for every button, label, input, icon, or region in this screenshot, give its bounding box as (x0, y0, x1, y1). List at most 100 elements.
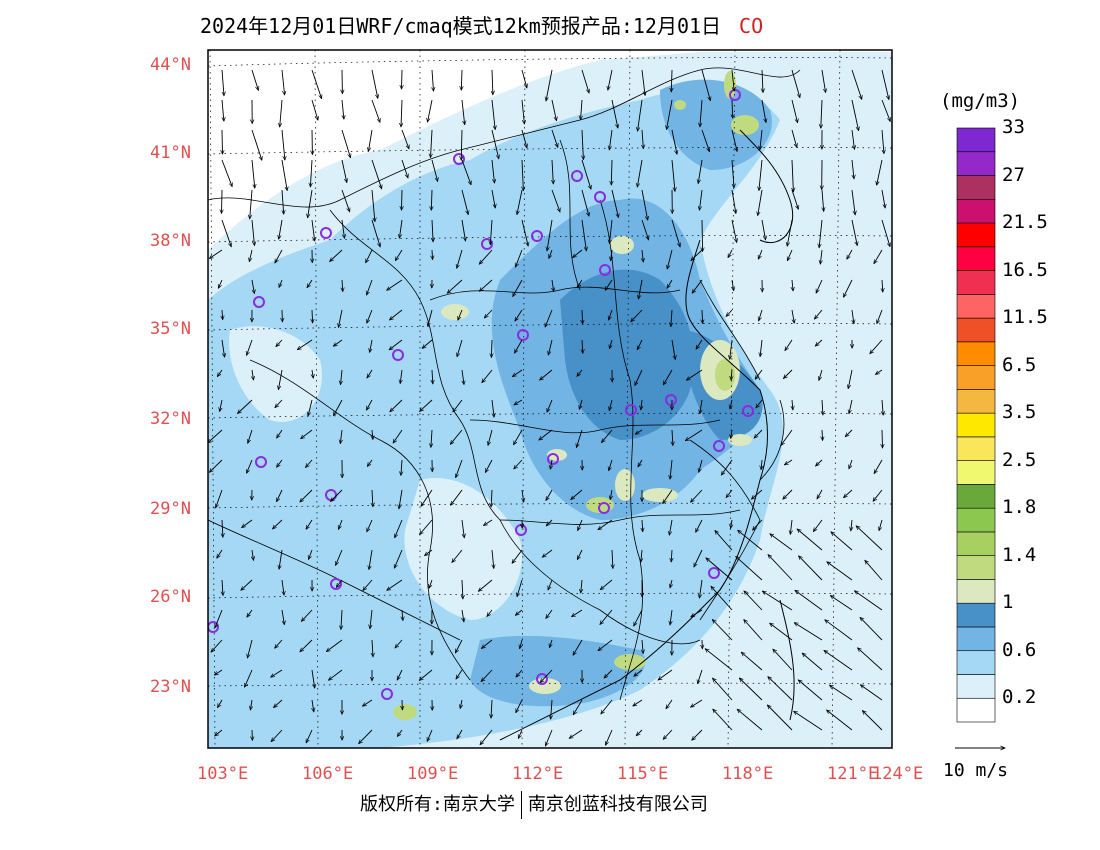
wind-arrow (768, 677, 793, 701)
longitude-label: 124°E (872, 764, 924, 784)
colorbar-swatch (956, 294, 996, 319)
wind-arrow (759, 309, 763, 321)
wind-arrow (431, 429, 432, 447)
wind-arrow (744, 620, 763, 641)
wind-arrow (605, 279, 613, 290)
wind-arrow (220, 399, 222, 412)
wind-arrow (600, 579, 613, 590)
wind-arrow (209, 459, 223, 472)
wind-arrow (478, 579, 493, 591)
colorbar-swatch (956, 579, 996, 604)
wind-arrow (642, 129, 643, 149)
wind-arrow (301, 609, 313, 621)
colorbar-swatch (956, 389, 996, 414)
colorbar-swatch (956, 507, 996, 533)
wind-arrow (547, 219, 553, 251)
wind-arrow (367, 369, 373, 378)
wind-arrow (737, 709, 763, 731)
wind-arrow (461, 519, 464, 538)
colorbar-swatch (956, 555, 996, 580)
wind-arrow (802, 653, 823, 671)
longitude-label: 109°E (407, 764, 459, 784)
wind-arrow (767, 705, 793, 731)
map-frame (207, 49, 893, 749)
wind-arrow (730, 339, 733, 359)
wind-arrow (250, 699, 252, 710)
wind-arrow (401, 159, 408, 178)
wind-arrow (479, 279, 493, 291)
wind-arrow (551, 699, 552, 719)
wind-arrow (221, 69, 224, 96)
wind-arrow (308, 549, 313, 560)
wind-arrow (275, 639, 283, 648)
wind-arrow (457, 249, 463, 268)
wind-arrow (741, 652, 763, 671)
wind-arrow (700, 399, 702, 414)
wind-arrow (663, 369, 673, 385)
wind-arrow (336, 549, 343, 565)
wind-arrow (791, 129, 797, 147)
wind-arrow (341, 609, 342, 630)
wind-arrow (552, 159, 553, 184)
wind-arrow (338, 309, 343, 327)
wind-arrow (271, 729, 283, 742)
wind-arrow (540, 669, 553, 683)
wind-arrow (820, 249, 822, 264)
wind-arrow (312, 699, 314, 712)
wind-arrow (342, 99, 344, 119)
wind-arrow (389, 309, 403, 320)
wind-arrow (281, 159, 287, 191)
wind-arrow (552, 279, 554, 292)
longitude-label: 115°E (617, 764, 669, 784)
colorbar-label: 6.5 (1002, 353, 1037, 376)
wind-arrow (279, 549, 283, 569)
wind-arrow (490, 219, 492, 245)
wind-arrow (215, 729, 223, 736)
wind-arrow (491, 129, 499, 159)
latitude-label: 38°N (150, 231, 191, 251)
wind-arrow (514, 459, 523, 469)
wind-arrow (636, 729, 643, 736)
colorbar-label: 11.5 (1002, 306, 1048, 329)
wind-arrow (273, 519, 283, 529)
wind-arrow (758, 189, 763, 216)
wind-arrow (755, 369, 763, 379)
wind-arrow (638, 99, 643, 131)
colorbar-swatch (956, 151, 996, 176)
wind-arrow (549, 249, 553, 259)
wind-arrow (252, 549, 254, 560)
wind-arrow (334, 399, 343, 416)
colorbar-label: 2.5 (1002, 448, 1037, 471)
colorbar-label: 16.5 (1002, 258, 1048, 281)
wind-arrow (738, 530, 763, 551)
wind-arrow (669, 519, 673, 535)
wind-arrow (431, 189, 432, 210)
wind-arrow (881, 219, 890, 247)
wind-arrow (781, 429, 793, 445)
wind-arrow (278, 369, 283, 390)
wind-arrow (209, 249, 223, 259)
wind-arrow (791, 99, 798, 123)
colorbar-swatch (956, 365, 996, 390)
wind-arrow (848, 369, 853, 389)
wind-arrow (492, 549, 494, 569)
wind-arrow (328, 669, 343, 680)
wind-arrow (549, 639, 552, 648)
wind-arrow (462, 579, 463, 599)
wind-arrow (726, 489, 733, 498)
wind-arrow (368, 129, 373, 151)
wind-arrow (512, 549, 523, 563)
colorbar-swatch (956, 436, 996, 461)
wind-arrow (390, 399, 403, 412)
colorbar (956, 127, 996, 723)
wind-arrow (877, 159, 883, 185)
wind-arrow (238, 399, 253, 414)
wind-arrow (635, 429, 643, 434)
wind-arrow (865, 560, 883, 581)
colorbar-swatch (956, 222, 996, 248)
wind-arrow (712, 620, 733, 641)
wind-arrow (277, 429, 283, 438)
wind-arrow (311, 99, 318, 120)
wind-arrow (479, 249, 493, 264)
wind-arrow (751, 489, 763, 499)
